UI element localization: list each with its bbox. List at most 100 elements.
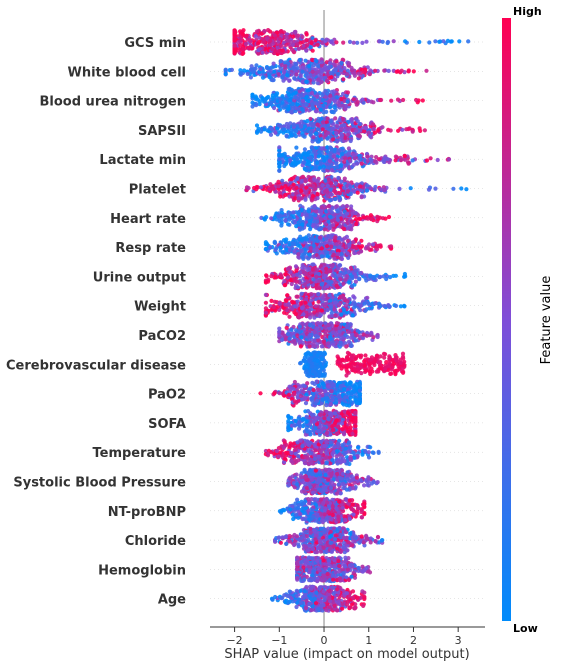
shap-point [308, 315, 313, 320]
shap-point [279, 223, 284, 228]
shap-point [311, 135, 316, 140]
shap-point [298, 361, 303, 366]
shap-point [384, 276, 389, 282]
shap-point [295, 157, 300, 162]
shap-point [333, 313, 338, 318]
shap-point [333, 204, 338, 210]
shap-point [353, 279, 358, 284]
shap-point [329, 119, 334, 124]
shap-point [310, 267, 315, 272]
shap-point [332, 105, 337, 110]
shap-point [337, 191, 343, 196]
shap-point [280, 152, 285, 157]
feature-points [298, 350, 407, 379]
shap-point [360, 97, 365, 102]
shap-point [278, 59, 283, 64]
shap-point [332, 256, 337, 261]
shap-point [301, 103, 306, 108]
shap-point [286, 61, 291, 66]
shap-point [324, 266, 329, 271]
shap-point [295, 240, 300, 245]
shap-point [344, 203, 350, 209]
feature-points [263, 291, 407, 320]
shap-point [382, 355, 387, 360]
shap-point [294, 294, 299, 299]
shap-point [263, 300, 268, 305]
shap-point [250, 92, 255, 97]
shap-point [273, 92, 278, 97]
shap-point [313, 98, 318, 103]
shap-point [268, 101, 273, 107]
feature-points [277, 145, 452, 174]
shap-point [380, 125, 385, 130]
shap-point [351, 97, 356, 102]
shap-point [420, 98, 425, 103]
shap-point [315, 219, 320, 224]
shap-point [333, 196, 338, 202]
shap-point [325, 284, 330, 289]
shap-point [284, 133, 289, 138]
shap-point [286, 38, 291, 43]
shap-point [342, 176, 347, 181]
shap-point [325, 244, 330, 249]
shap-point [457, 39, 462, 44]
shap-point [365, 216, 370, 221]
shap-point [371, 126, 376, 131]
shap-point [279, 104, 284, 109]
shap-point [285, 293, 290, 298]
shap-point [325, 136, 330, 141]
shap-point [322, 304, 327, 309]
shap-point [393, 273, 398, 278]
shap-point [270, 47, 275, 52]
shap-point [272, 105, 277, 111]
shap-point [331, 252, 336, 257]
shap-point [275, 30, 280, 35]
shap-point [311, 262, 316, 267]
shap-point [284, 298, 289, 303]
shap-point [304, 71, 309, 76]
shap-point [282, 310, 287, 315]
shap-point [355, 328, 360, 333]
shap-point [291, 182, 296, 187]
shap-point [313, 213, 318, 218]
shap-point [309, 298, 314, 303]
shap-point [265, 279, 271, 284]
shap-point [371, 100, 376, 105]
shap-point [351, 244, 356, 249]
shap-point [382, 188, 387, 193]
shap-point [327, 326, 332, 331]
shap-point [277, 36, 282, 41]
shap-point [325, 341, 330, 346]
shap-point [287, 248, 292, 253]
shap-point [417, 39, 422, 45]
shap-point [345, 68, 350, 73]
shap-point [386, 68, 391, 73]
shap-point [287, 92, 292, 98]
shap-point [292, 249, 297, 254]
shap-point [272, 215, 277, 220]
shap-point [325, 116, 330, 121]
shap-point [427, 40, 432, 45]
shap-point [331, 227, 336, 232]
shap-point [304, 185, 309, 190]
shap-point [294, 72, 299, 77]
shap-point [290, 241, 295, 246]
shap-point [406, 126, 411, 132]
shap-point [329, 89, 334, 94]
shap-point [315, 94, 320, 99]
shap-point [337, 195, 342, 200]
shap-point [319, 79, 324, 84]
shap-point [330, 126, 335, 131]
shap-point [376, 360, 381, 365]
shap-point [372, 130, 378, 135]
shap-point [319, 344, 324, 349]
shap-point [402, 157, 408, 162]
shap-point [325, 130, 330, 135]
shap-point [343, 106, 348, 111]
beeswarm-points [223, 28, 471, 613]
shap-point [268, 132, 274, 137]
shap-point [305, 43, 310, 48]
shap-point [355, 190, 360, 195]
shap-point [243, 41, 248, 47]
shap-point [275, 45, 280, 50]
